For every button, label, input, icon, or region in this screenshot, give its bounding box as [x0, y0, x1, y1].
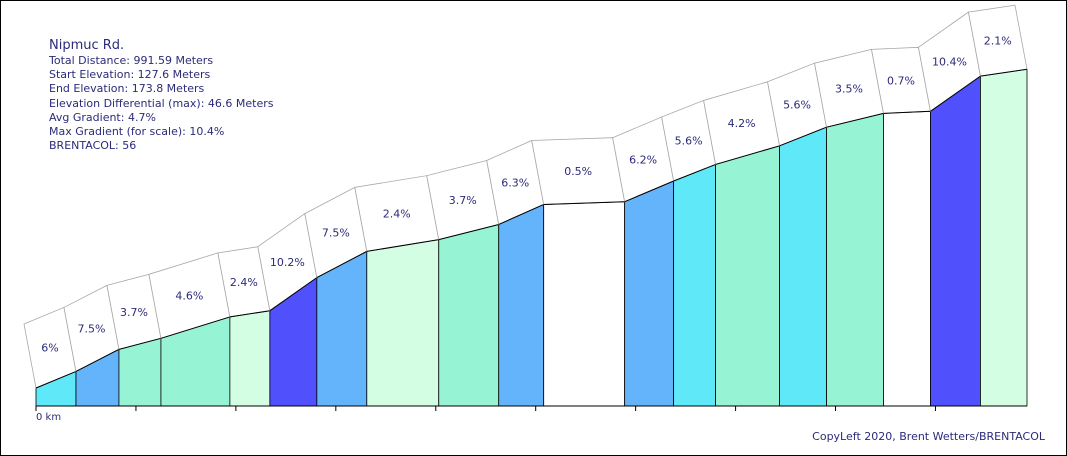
gradient-label: 6.2% [629, 153, 657, 166]
segment-bar [883, 110, 931, 407]
gradient-label: 10.4% [932, 56, 967, 69]
info-max-gradient: Max Gradient (for scale): 10.4% [49, 125, 225, 139]
profile-line [543, 201, 625, 205]
segment-bar [779, 126, 827, 407]
profile-line [673, 163, 716, 182]
profile-line [498, 204, 544, 225]
gradient-label: 2.1% [984, 35, 1012, 48]
segment-bar [980, 68, 1028, 407]
gradient-label: 6% [41, 342, 58, 355]
profile-line [269, 277, 318, 312]
profile-line [930, 75, 981, 112]
segment-bar [118, 337, 162, 407]
info-total-distance: Total Distance: 991.59 Meters [49, 54, 214, 67]
gradient-label: 0.7% [887, 74, 915, 87]
segment-bar [229, 310, 271, 407]
gradient-label: 3.7% [449, 194, 477, 207]
gradient-label: 2.4% [230, 276, 258, 289]
gradient-label: 5.6% [783, 98, 811, 111]
profile-line [826, 112, 884, 128]
copyright-text: CopyLeft 2020, Brent Wetters/BRENTACOL [812, 430, 1045, 443]
segment-bar [715, 145, 780, 407]
info-brentacol: BRENTACOL: 56 [49, 139, 137, 153]
gradient-label: 10.2% [270, 256, 305, 269]
info-avg-gradient: Avg Gradient: 4.7% [49, 110, 156, 124]
segment-bar [543, 201, 626, 407]
segment-bar [826, 112, 884, 407]
segment-bar [673, 163, 716, 407]
segment-bar [366, 239, 440, 407]
gradient-label: 7.5% [322, 226, 350, 239]
x-tick-label: 0 km [36, 412, 61, 423]
profile-line [980, 68, 1028, 77]
chart-title: Nipmuc Rd. [49, 38, 125, 53]
gradient-label: 7.5% [77, 322, 105, 335]
segment-bar [930, 75, 981, 407]
profile-line [366, 239, 439, 252]
segment-bar [498, 203, 545, 407]
gradient-label: 2.4% [383, 208, 411, 221]
profile-line [118, 337, 162, 350]
profile-line [779, 126, 827, 147]
profile-line [438, 223, 499, 241]
gradient-label: 4.2% [728, 117, 756, 130]
profile-line [35, 370, 77, 389]
info-end-elevation: End Elevation: 173.8 Meters [49, 82, 205, 96]
gradient-label: 6.3% [501, 176, 529, 189]
gradient-label: 4.6% [175, 290, 203, 303]
gradient-label: 3.7% [120, 306, 148, 319]
gradient-label: 0.5% [564, 165, 592, 178]
segment-bar [624, 180, 675, 407]
segment-bar [316, 250, 368, 407]
profile-line [75, 348, 120, 372]
profile-line [715, 145, 780, 165]
segment-bar [438, 223, 500, 407]
gradient-label: 3.5% [835, 82, 863, 95]
profile-line [883, 110, 931, 114]
info-elevation-differential: Elevation Differential (max): 46.6 Meter… [49, 96, 274, 110]
gradient-label: 5.6% [675, 135, 703, 148]
profile-line [229, 310, 270, 318]
info-start-elevation: Start Elevation: 127.6 Meters [49, 68, 211, 82]
profile-line [624, 180, 674, 203]
route-info-panel: Nipmuc Rd. Total Distance: 991.59 Meters… [49, 37, 273, 153]
profile-line [316, 250, 368, 279]
profile-line [160, 316, 231, 339]
